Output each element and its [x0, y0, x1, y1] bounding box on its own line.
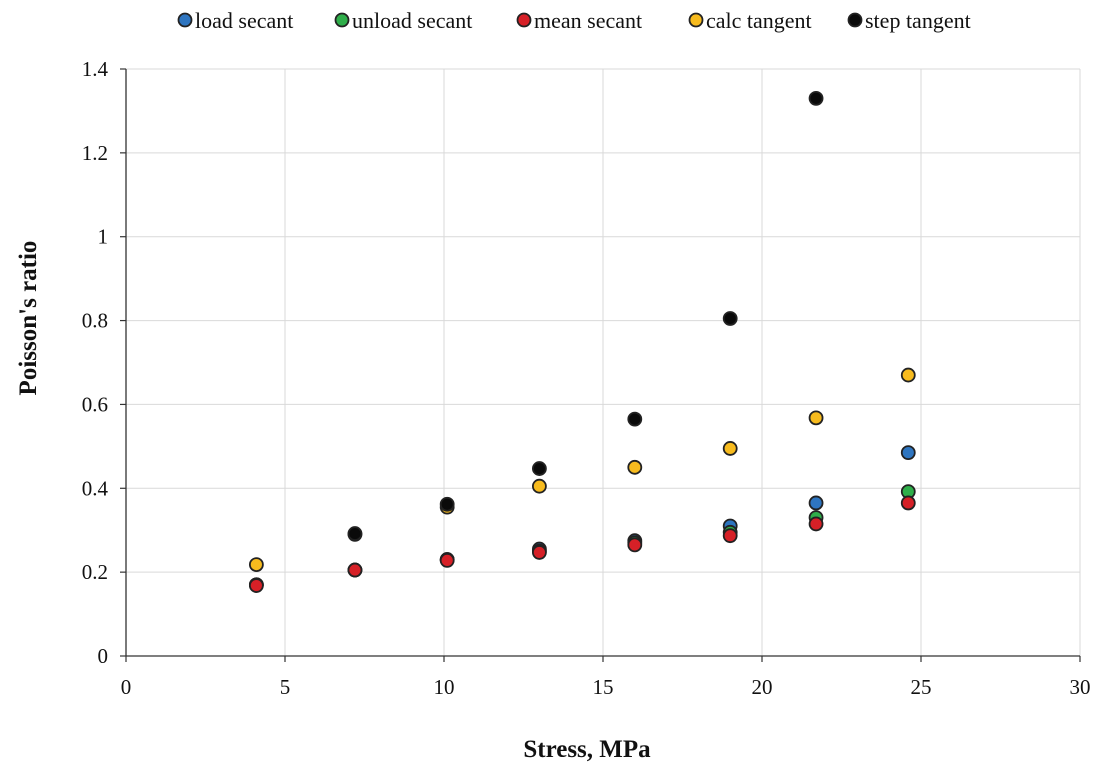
grid — [126, 68, 1081, 656]
x-tick-label: 20 — [752, 675, 773, 699]
x-axis-label: Stress, MPa — [523, 736, 651, 763]
tick-labels: 0 5 10 15 20 25 30 0 0.2 0.4 0.6 0.8 1 1.2 1.4 — [82, 57, 1091, 699]
legend-item: calc tangent — [688, 8, 812, 33]
data-point — [347, 526, 363, 541]
data-point — [439, 553, 455, 568]
series-step-tangent — [347, 90, 824, 541]
data-point — [900, 367, 916, 383]
series-mean-secant — [248, 495, 916, 593]
data-point — [532, 461, 547, 476]
legend-item: mean secant — [516, 8, 642, 33]
y-tick-label: 0.2 — [82, 560, 108, 584]
data-point — [900, 445, 916, 461]
data-point — [722, 311, 738, 326]
legend-label: step tangent — [865, 8, 971, 33]
data-point — [722, 441, 738, 456]
x-tick-label: 15 — [593, 675, 614, 699]
x-tick-label: 30 — [1070, 675, 1091, 699]
x-tick-label: 25 — [911, 675, 932, 699]
y-tick-label: 0 — [98, 644, 109, 668]
series-calc-tangent — [248, 367, 916, 572]
data-point — [532, 478, 547, 494]
y-tick-label: 1.4 — [82, 57, 109, 81]
data-point — [808, 495, 824, 511]
data-point — [532, 545, 547, 560]
data-point — [627, 411, 643, 427]
y-tick-label: 1 — [98, 225, 109, 249]
legend-marker — [688, 12, 704, 28]
legend-marker — [847, 12, 863, 28]
x-tick-label: 5 — [280, 675, 291, 699]
legend-item: unload secant — [334, 8, 472, 33]
legend-marker — [177, 12, 193, 28]
legend-item: load secant — [177, 8, 293, 33]
legend-marker — [516, 12, 532, 28]
x-tick-label: 10 — [434, 675, 455, 699]
x-tick-label: 0 — [121, 675, 132, 699]
legend-label: mean secant — [534, 8, 642, 33]
data-point — [627, 537, 643, 553]
data-points — [248, 90, 916, 593]
data-point — [439, 496, 455, 512]
data-point — [722, 528, 738, 544]
legend-label: calc tangent — [706, 8, 812, 33]
data-point — [808, 516, 824, 532]
data-point — [627, 459, 643, 475]
y-axis-label: Poisson's ratio — [15, 241, 42, 396]
data-point — [900, 495, 916, 511]
data-point — [808, 90, 824, 106]
y-tick-label: 1.2 — [82, 141, 108, 165]
data-point — [347, 562, 363, 578]
legend-item: step tangent — [847, 8, 971, 33]
y-tick-label: 0.6 — [82, 392, 108, 416]
legend-marker — [334, 12, 350, 28]
axes — [120, 68, 1081, 662]
data-point — [248, 557, 264, 572]
data-point — [248, 578, 264, 593]
data-point — [808, 410, 824, 426]
legend: load secant unload secant mean secant calc … — [177, 8, 971, 33]
legend-label: load secant — [195, 8, 293, 33]
legend-label: unload secant — [352, 8, 472, 33]
y-tick-label: 0.4 — [82, 476, 109, 500]
y-tick-label: 0.8 — [82, 309, 108, 333]
